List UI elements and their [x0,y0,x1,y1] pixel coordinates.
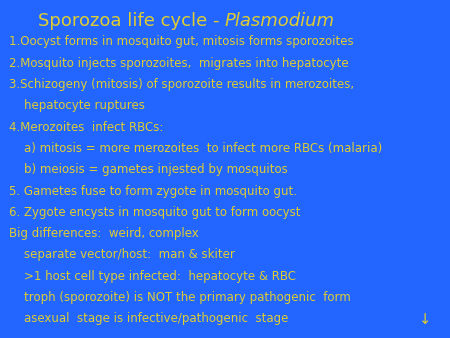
Text: Sporozoa life cycle -: Sporozoa life cycle - [38,12,225,30]
Text: 5. Gametes fuse to form zygote in mosquito gut.: 5. Gametes fuse to form zygote in mosqui… [9,185,297,197]
Text: separate vector/host:  man & skiter: separate vector/host: man & skiter [9,248,235,261]
Text: 6. Zygote encysts in mosquito gut to form oocyst: 6. Zygote encysts in mosquito gut to for… [9,206,301,219]
Text: troph (sporozoite) is NOT the primary pathogenic  form: troph (sporozoite) is NOT the primary pa… [9,291,351,304]
Text: b) meiosis = gametes injested by mosquitos: b) meiosis = gametes injested by mosquit… [9,163,288,176]
Text: a) mitosis = more merozoites  to infect more RBCs (malaria): a) mitosis = more merozoites to infect m… [9,142,382,155]
Text: >1 host cell type infected:  hepatocyte & RBC: >1 host cell type infected: hepatocyte &… [9,270,296,283]
Text: 3.Schizogeny (mitosis) of sporozoite results in merozoites,: 3.Schizogeny (mitosis) of sporozoite res… [9,78,354,91]
Text: 1.Oocyst forms in mosquito gut, mitosis forms sporozoites: 1.Oocyst forms in mosquito gut, mitosis … [9,35,354,48]
Text: Plasmodium: Plasmodium [225,12,335,30]
Text: asexual  stage is infective/pathogenic  stage: asexual stage is infective/pathogenic st… [9,312,288,325]
Text: hepatocyte ruptures: hepatocyte ruptures [9,99,145,112]
Text: 2.Mosquito injects sporozoites,  migrates into hepatocyte: 2.Mosquito injects sporozoites, migrates… [9,57,349,70]
Text: Big differences:  weird, complex: Big differences: weird, complex [9,227,199,240]
Text: 4.Merozoites  infect RBCs:: 4.Merozoites infect RBCs: [9,121,163,134]
Text: ↓: ↓ [419,312,432,327]
